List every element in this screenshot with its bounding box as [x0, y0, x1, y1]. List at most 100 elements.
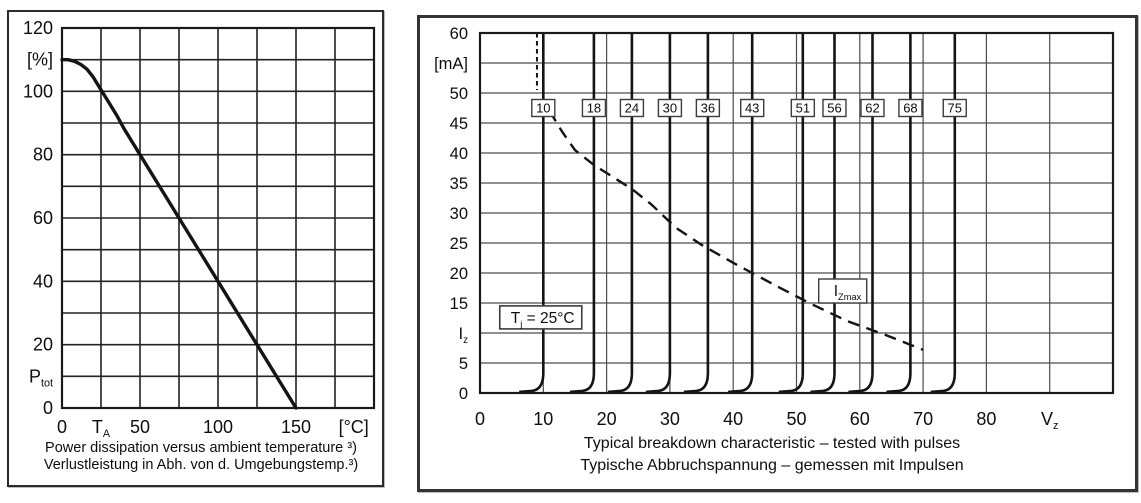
label-subscript: Zmax [838, 292, 862, 302]
x-axis-tick-label: Vz [1041, 409, 1058, 432]
plot-border [60, 26, 376, 410]
zener-voltage-label-text: 68 [903, 101, 917, 116]
x-axis-tick-label: 50 [786, 409, 806, 429]
zener-voltage-label-30: 30 [657, 98, 683, 118]
x-axis-tick-label: 20 [597, 409, 617, 429]
zener-voltage-label-text: 43 [745, 101, 759, 116]
zener-voltage-label-text: 75 [948, 101, 962, 116]
label-base: 80 [976, 409, 996, 429]
izmax-label-box [818, 278, 868, 304]
label-base: 50 [130, 417, 150, 437]
y-axis-tick-label: [%] [27, 50, 53, 70]
label-base: 0 [43, 398, 53, 418]
label-base: 100 [23, 81, 53, 101]
y-axis-tick-label: Iz [458, 325, 468, 346]
y-axis-tick-label: 35 [450, 175, 468, 193]
zener-voltage-label-36: 36 [695, 98, 721, 118]
label-base: 0 [459, 385, 468, 403]
label-subscript: z [463, 335, 468, 346]
zener-voltage-label-text: 24 [625, 101, 639, 116]
y-axis-tick-label: Ptot [29, 366, 53, 389]
y-axis-tick-label: 20 [33, 335, 53, 355]
x-axis-tick-label: 0 [475, 409, 485, 429]
x-axis-tick-label: 50 [130, 417, 150, 437]
y-axis-tick-label: 60 [33, 208, 53, 228]
y-axis-tick-label: 60 [450, 25, 468, 43]
zener-voltage-label-box [657, 98, 683, 118]
label-base: 60 [450, 25, 468, 43]
right-caption-german: Typische Abbruchspannung – gemessen mit … [580, 457, 963, 474]
label-base: 60 [850, 409, 870, 429]
zener-voltage-label-62: 62 [860, 98, 885, 118]
right-caption-english: Typical breakdown characteristic – teste… [584, 435, 960, 452]
izmax-label-text: IZmax [834, 283, 862, 302]
x-axis-tick-label: 150 [281, 417, 311, 437]
label-base: 60 [33, 208, 53, 228]
zener-voltage-label-box [739, 98, 765, 118]
power-derating-panel: 120 [%] 100 80 60 40 20 Ptot 0 0 TA 50 100 150 [°C] Po… [7, 10, 384, 487]
label-base: T [511, 310, 521, 327]
label-subscript: tot [41, 377, 53, 389]
zener-curve-43v [727, 33, 754, 394]
x-axis-tick-label: 0 [57, 417, 67, 437]
label-base: 40 [33, 271, 53, 291]
label-base: 0 [57, 417, 67, 437]
label-rest: = 25°C [522, 310, 574, 327]
y-axis-tick-label: 5 [459, 355, 468, 373]
label-base: 5 [459, 355, 468, 373]
zener-voltage-label-box [619, 98, 645, 118]
label-base: 30 [450, 205, 468, 223]
zener-voltage-label-box [790, 98, 816, 118]
x-axis-tick-label: 60 [850, 409, 870, 429]
zener-voltage-label-text: 51 [796, 101, 810, 116]
y-axis-tick-label: 30 [450, 205, 468, 223]
izmax-label: IZmax [818, 278, 868, 304]
x-axis-tick-label: 30 [660, 409, 680, 429]
zener-voltage-label-text: 62 [865, 101, 879, 116]
label-base: 50 [786, 409, 806, 429]
zener-voltage-label-24: 24 [619, 98, 645, 118]
label-base: P [29, 366, 41, 386]
label-base: 20 [450, 265, 468, 283]
y-axis-tick-label: [mA] [434, 55, 468, 73]
zener-voltage-label-75: 75 [942, 98, 967, 118]
label-base: [°C] [339, 417, 369, 437]
x-axis-tick-label: 70 [913, 409, 933, 429]
zener-voltage-label-box [822, 98, 847, 118]
label-base: 150 [281, 417, 311, 437]
label-subscript: A [103, 428, 111, 440]
x-axis-tick-label: 40 [723, 409, 743, 429]
y-axis-tick-label: 40 [450, 145, 468, 163]
label-base: 40 [450, 145, 468, 163]
zener-voltage-label-text: 18 [587, 101, 601, 116]
zener-voltage-label-18: 18 [581, 98, 607, 118]
label-subscript: z [1053, 420, 1058, 432]
condition-text: Tj = 25°C [511, 310, 575, 329]
label-base: 20 [597, 409, 617, 429]
zener-curve-62v [848, 33, 874, 394]
junction-temperature-condition: Tj = 25°C [498, 305, 583, 330]
zener-curve-24v [607, 33, 634, 394]
label-base: 25 [450, 235, 468, 253]
zener-voltage-label-68: 68 [898, 98, 923, 118]
y-axis-tick-label: 50 [450, 85, 468, 103]
label-base: [%] [27, 50, 53, 70]
breakdown-characteristic-panel: 10 18 24 30 36 43 51 56 62 68 75 Tj = 25°C IZmax 60 [m… [417, 15, 1138, 492]
zener-voltage-label-10: 10 [531, 98, 556, 118]
label-base: 40 [723, 409, 743, 429]
x-axis-tick-label: 100 [203, 417, 233, 437]
zener-voltage-label-box [695, 98, 721, 118]
y-axis-tick-label: 40 [33, 271, 53, 291]
label-base: 120 [23, 18, 53, 38]
label-base: 10 [533, 409, 553, 429]
y-axis-tick-label: 15 [450, 295, 468, 313]
zener-curve-51v [778, 33, 805, 394]
left-caption-german: Verlustleistung in Abh. von d. Umgebungs… [44, 457, 358, 473]
zener-voltage-label-43: 43 [739, 98, 765, 118]
zener-voltage-label-box [581, 98, 607, 118]
y-axis-tick-label: 0 [459, 385, 468, 403]
label-base: 0 [475, 409, 485, 429]
zener-voltage-label-text: 10 [536, 101, 550, 116]
